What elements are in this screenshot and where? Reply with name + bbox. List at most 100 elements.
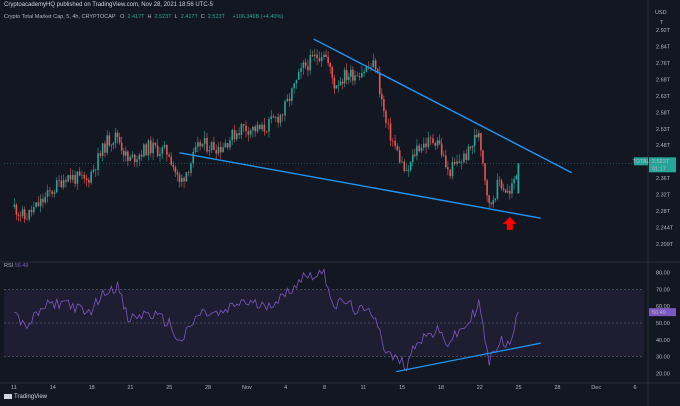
candle-body (76, 171, 79, 184)
candle-body (21, 209, 24, 216)
candle-body (118, 137, 121, 143)
candle-body (88, 179, 90, 183)
candle-body (35, 202, 37, 208)
candle-body (81, 174, 83, 176)
time-tick-label: 4 (284, 385, 287, 391)
symbol-badge (634, 157, 648, 166)
time-tick-label: 28 (205, 385, 211, 391)
candle-body (69, 175, 72, 180)
candle-body (343, 70, 346, 84)
rsi-trendline (396, 342, 541, 373)
candle-body (311, 54, 314, 57)
ohlc-key: H (147, 14, 152, 20)
candle-body (268, 118, 270, 132)
candle-body (376, 69, 379, 73)
rsi-name: RSI (4, 263, 14, 269)
candle-body (347, 76, 350, 80)
candle-body (331, 67, 334, 78)
rsi-tick-label: 60.00 (656, 304, 670, 310)
candle-body (307, 66, 309, 71)
time-tick-label: 11 (360, 385, 366, 391)
candle-body (258, 124, 261, 130)
candle-body (295, 79, 298, 84)
candle-body (51, 191, 53, 194)
candle-body (265, 131, 268, 133)
candle-body (509, 191, 511, 194)
candle-body (152, 142, 154, 154)
candle-body (488, 195, 490, 203)
candle-body (414, 154, 416, 156)
candle-body (480, 133, 482, 151)
price-tick-label: 2.48T (656, 143, 671, 149)
candle-body (263, 124, 266, 132)
candle-body (254, 126, 256, 132)
rsi-legend: RSI 56.49 (4, 263, 28, 269)
candle-body (492, 199, 495, 205)
publisher-line: CryptoacademyHQ published on TradingView… (4, 2, 214, 8)
price-tick-label: 2.28T (656, 209, 671, 215)
candle-body (277, 117, 279, 123)
candle-body (502, 188, 505, 190)
candle-body (473, 134, 476, 146)
candle-body (275, 117, 277, 118)
candle-body (97, 153, 99, 171)
candle-body (17, 214, 20, 216)
candle-body (65, 180, 67, 182)
candle-body (411, 154, 414, 163)
candle-body (110, 144, 113, 146)
candle-body (478, 133, 480, 138)
candle-body (358, 76, 361, 78)
ohlc-value: 2.523T (207, 14, 225, 20)
candle-body (46, 190, 49, 197)
candle-body (272, 116, 275, 118)
candle-body (401, 161, 403, 163)
candle-body (49, 190, 51, 192)
candle-body (231, 129, 234, 141)
candle-body (337, 85, 340, 86)
candle-body (28, 209, 31, 220)
price-badge-countdown: 01:17 (652, 166, 666, 172)
candle-body (183, 177, 185, 182)
ohlc-value: 2.417T (180, 14, 198, 20)
candle-body (136, 159, 138, 163)
candle-body (122, 150, 125, 156)
candle-body (229, 140, 231, 148)
candle-body (442, 155, 445, 156)
candle-body (432, 138, 434, 143)
candle-body (90, 171, 92, 183)
candle-body (236, 133, 238, 140)
candle-body (197, 142, 199, 147)
rsi-tick-label: 80.00 (656, 271, 670, 277)
candle-body (445, 155, 447, 168)
symbol-badge-label: TOTAL (632, 159, 649, 165)
time-tick-label: 28 (554, 385, 560, 391)
candle-body (108, 135, 111, 146)
candle-body (465, 153, 468, 160)
price-badge (649, 157, 676, 173)
candle-body (215, 150, 217, 154)
candle-body (30, 209, 33, 213)
rsi-value-badge (649, 308, 676, 317)
candle-body (463, 153, 465, 163)
candle-body (363, 71, 365, 74)
candle-body (304, 62, 307, 67)
candle-body (201, 143, 204, 147)
candle-body (469, 146, 472, 148)
candle-body (33, 207, 35, 213)
red-up-arrow-icon (502, 216, 517, 230)
candle-body (365, 66, 368, 72)
time-tick-label: 11 (11, 385, 17, 391)
candle-body (114, 132, 117, 143)
trendlines (179, 38, 573, 219)
candle-body (475, 134, 478, 138)
candle-body (42, 198, 44, 203)
price-tick-label: 2.63T (656, 94, 671, 100)
candle-body (309, 54, 312, 71)
candle-body (53, 192, 56, 194)
candle-body (293, 83, 295, 89)
candle-body (339, 81, 342, 86)
candle-body (104, 143, 106, 153)
candle-body (484, 163, 486, 181)
candle-body (19, 215, 22, 217)
candle-body (101, 143, 104, 156)
